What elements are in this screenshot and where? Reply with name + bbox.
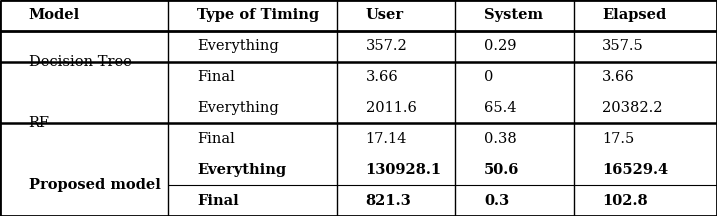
Bar [455, 31, 574, 62]
Bar [337, 62, 455, 93]
Text: 65.4: 65.4 [484, 101, 516, 115]
Bar [168, 0, 337, 31]
Text: RF: RF [29, 116, 49, 130]
Bar [574, 185, 717, 216]
Text: Decision Tree: Decision Tree [29, 55, 131, 69]
Bar [0, 31, 168, 93]
Bar [574, 154, 717, 185]
Bar [337, 185, 455, 216]
Text: System: System [484, 8, 543, 22]
Text: 17.14: 17.14 [366, 132, 407, 146]
Bar [455, 93, 574, 123]
Bar [455, 123, 574, 154]
Text: 357.2: 357.2 [366, 39, 407, 53]
Text: 20382.2: 20382.2 [602, 101, 663, 115]
Text: Type of Timing: Type of Timing [197, 8, 319, 22]
Bar [168, 185, 337, 216]
Text: 0.3: 0.3 [484, 194, 509, 208]
Text: Everything: Everything [197, 101, 279, 115]
Text: 16529.4: 16529.4 [602, 163, 668, 177]
Bar [0, 0, 168, 31]
Text: 3.66: 3.66 [366, 70, 399, 84]
Bar [168, 123, 337, 154]
Bar [0, 93, 168, 154]
Text: Model: Model [29, 8, 80, 22]
Bar [337, 93, 455, 123]
Bar [455, 0, 574, 31]
Bar [455, 62, 574, 93]
Bar [574, 0, 717, 31]
Bar [337, 123, 455, 154]
Text: 50.6: 50.6 [484, 163, 519, 177]
Bar [168, 154, 337, 185]
Text: 2011.6: 2011.6 [366, 101, 417, 115]
Text: Final: Final [197, 70, 235, 84]
Bar [337, 31, 455, 62]
Bar [455, 154, 574, 185]
Text: 3.66: 3.66 [602, 70, 635, 84]
Text: Final: Final [197, 132, 235, 146]
Text: Everything: Everything [197, 163, 286, 177]
Bar [168, 93, 337, 123]
Text: 0.38: 0.38 [484, 132, 517, 146]
Text: 0: 0 [484, 70, 493, 84]
Bar [574, 123, 717, 154]
Text: Everything: Everything [197, 39, 279, 53]
Text: 357.5: 357.5 [602, 39, 644, 53]
Bar [0, 154, 168, 216]
Bar [455, 185, 574, 216]
Bar [337, 154, 455, 185]
Text: Final: Final [197, 194, 239, 208]
Text: 17.5: 17.5 [602, 132, 635, 146]
Text: 821.3: 821.3 [366, 194, 412, 208]
Bar [574, 93, 717, 123]
Text: 102.8: 102.8 [602, 194, 648, 208]
Bar [168, 62, 337, 93]
Text: 130928.1: 130928.1 [366, 163, 442, 177]
Text: Proposed model: Proposed model [29, 178, 161, 192]
Text: 0.29: 0.29 [484, 39, 516, 53]
Text: User: User [366, 8, 404, 22]
Text: Elapsed: Elapsed [602, 8, 667, 22]
Bar [168, 31, 337, 62]
Bar [337, 0, 455, 31]
Bar [574, 62, 717, 93]
Bar [574, 31, 717, 62]
